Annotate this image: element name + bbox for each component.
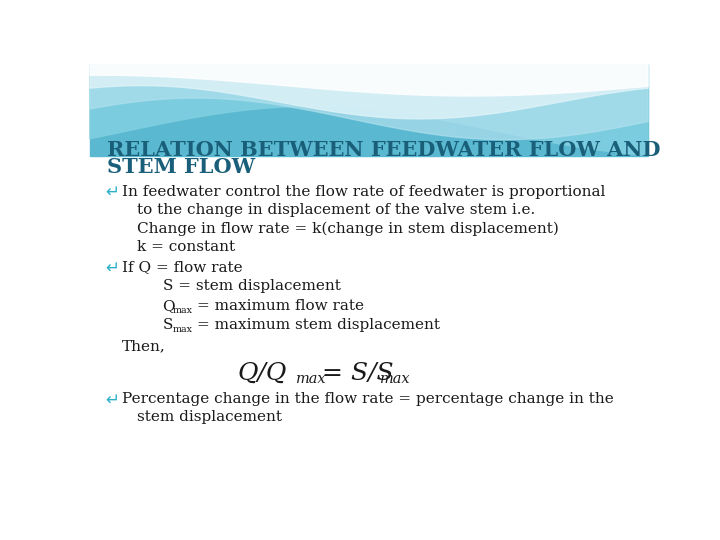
Text: max: max (297, 373, 327, 387)
Text: ↵: ↵ (106, 259, 120, 276)
Text: max: max (380, 373, 410, 387)
Polygon shape (90, 65, 648, 119)
Text: Percentage change in the flow rate = percentage change in the: Percentage change in the flow rate = per… (122, 393, 614, 407)
Text: = maximum stem displacement: = maximum stem displacement (197, 319, 440, 332)
Text: S: S (163, 319, 173, 332)
Text: = maximum flow rate: = maximum flow rate (197, 299, 364, 313)
Text: In feedwater control the flow rate of feedwater is proportional: In feedwater control the flow rate of fe… (122, 185, 606, 199)
Text: If Q = flow rate: If Q = flow rate (122, 260, 243, 274)
Text: S = stem displacement: S = stem displacement (163, 279, 341, 293)
Text: Change in flow rate = k(change in stem displacement): Change in flow rate = k(change in stem d… (138, 222, 559, 236)
Bar (90, 65, 648, 156)
Text: Q: Q (163, 299, 175, 313)
Text: k = constant: k = constant (138, 240, 235, 254)
Polygon shape (90, 65, 648, 155)
Text: to the change in displacement of the valve stem i.e.: to the change in displacement of the val… (138, 202, 536, 217)
Text: RELATION BETWEEN FEEDWATER FLOW AND: RELATION BETWEEN FEEDWATER FLOW AND (107, 140, 660, 160)
Polygon shape (90, 65, 648, 96)
Text: ↵: ↵ (106, 390, 120, 408)
Text: Then,: Then, (122, 339, 166, 353)
Text: ↵: ↵ (106, 183, 120, 201)
Text: Q/Q: Q/Q (238, 362, 287, 384)
Text: stem displacement: stem displacement (138, 410, 282, 424)
Text: max: max (173, 325, 192, 334)
Text: = S/S: = S/S (322, 362, 393, 384)
Polygon shape (90, 65, 648, 140)
Text: max: max (173, 306, 192, 314)
Text: STEM FLOW: STEM FLOW (107, 157, 255, 177)
